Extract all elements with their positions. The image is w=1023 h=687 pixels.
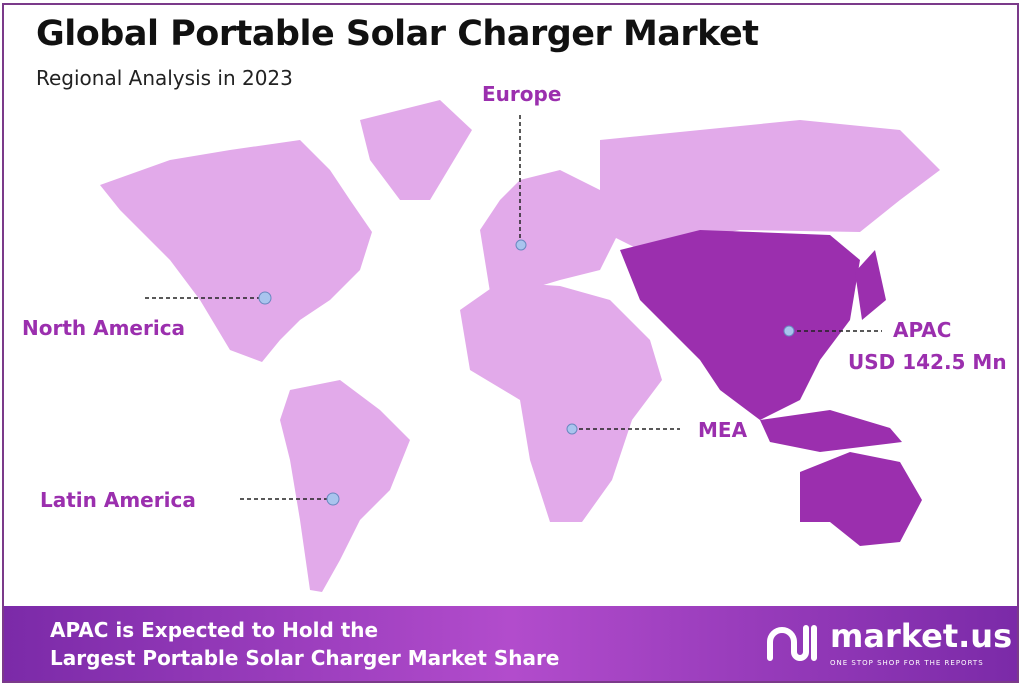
logo-name: market.us (830, 617, 1013, 655)
logo-tagline: ONE STOP SHOP FOR THE REPORTS (830, 659, 984, 667)
apac-marker (783, 325, 795, 337)
japan (855, 250, 886, 320)
label-apac: APAC (893, 318, 952, 342)
footer-banner: APAC is Expected to Hold the Largest Por… (4, 606, 1017, 681)
subtitle: Regional Analysis in 2023 (36, 66, 293, 90)
europe (480, 170, 620, 292)
africa (460, 282, 662, 522)
label-north-america: North America (22, 316, 186, 340)
label-mea: MEA (698, 418, 748, 442)
logo: market.us ONE STOP SHOP FOR THE REPORTS (764, 616, 1012, 668)
north-asia (600, 120, 940, 250)
apac-mainland (620, 230, 860, 420)
banner-line-2: Largest Portable Solar Charger Market Sh… (50, 646, 560, 670)
logo-icon (767, 625, 817, 661)
label-apac-value: USD 142.5 Mn (848, 350, 1007, 374)
indonesia (760, 410, 902, 452)
banner-line-1: APAC is Expected to Hold the (50, 618, 379, 642)
page-title: Global Portable Solar Charger Market (36, 14, 759, 54)
north-america (100, 140, 372, 362)
mea-marker (566, 423, 578, 435)
latin-america (280, 380, 410, 592)
label-europe: Europe (482, 82, 562, 106)
greenland (360, 100, 472, 200)
latin-america-marker (326, 492, 340, 506)
europe-marker (515, 239, 527, 251)
frame (2, 3, 1019, 683)
north-america-marker (258, 291, 272, 305)
australia (800, 452, 922, 546)
label-latin-america: Latin America (40, 488, 196, 512)
